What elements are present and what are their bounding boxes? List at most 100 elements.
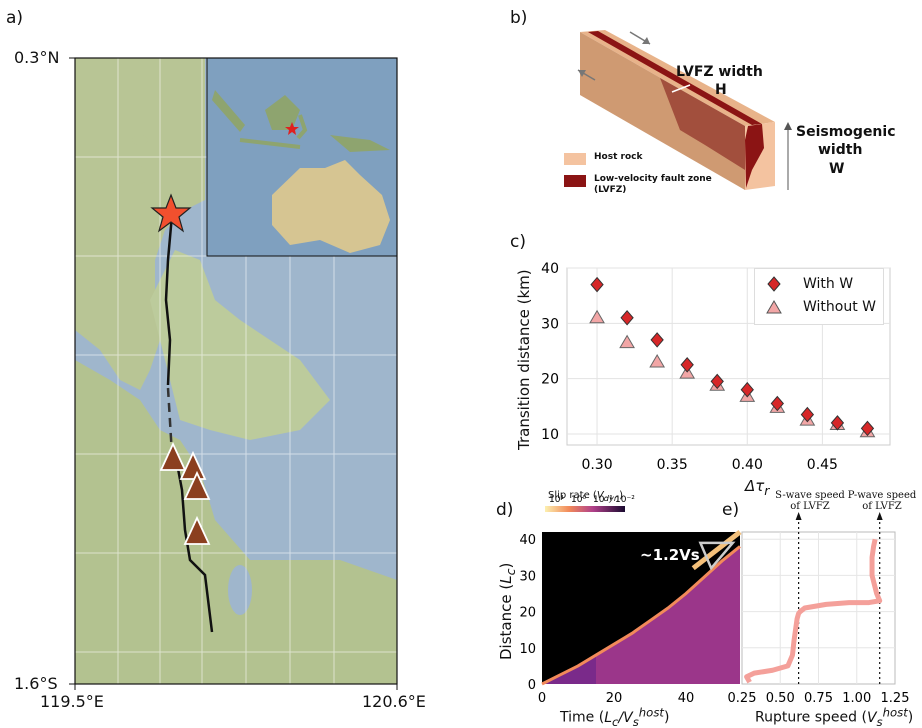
chart-c-xtick: 0.35 xyxy=(657,457,688,473)
chart-d-ytick: 10 xyxy=(519,642,536,657)
inset-sumatra xyxy=(212,90,245,132)
chart-d-ytick: 20 xyxy=(519,606,536,621)
lat-top-label: 0.3°N xyxy=(14,48,60,67)
chart-d-ylabel: Distance (Lc) xyxy=(497,562,518,660)
chart-e-xtick: 0.50 xyxy=(766,691,795,706)
island xyxy=(132,135,148,145)
chart-e-xtick: 1.00 xyxy=(842,691,871,706)
with-w-point xyxy=(650,332,664,348)
lat-bottom-label: 1.6°S xyxy=(14,674,58,693)
chart-d-xlabel: Time (Lc/Vshost) xyxy=(560,705,670,728)
fault-trace xyxy=(164,214,174,386)
without-w-point xyxy=(859,423,876,438)
arrow-up-icon xyxy=(795,512,802,520)
chart-d-ytick: 0 xyxy=(528,678,536,693)
land-east xyxy=(150,250,330,440)
colorbar-title: Slip rate (Vdyn) xyxy=(548,490,624,503)
lvfz-width-label: LVFZ width xyxy=(676,64,763,80)
block-front xyxy=(580,32,745,190)
seismogenic-label-1: Seismogenic xyxy=(796,124,896,140)
chart-c-ytick: 40 xyxy=(541,261,559,277)
legend-diamond-icon xyxy=(767,276,781,292)
with-w-point xyxy=(620,310,634,326)
without-w-point xyxy=(589,309,605,324)
with-w-point xyxy=(740,381,754,398)
inset-map xyxy=(206,57,398,257)
legend-swatch-lvfz xyxy=(564,175,586,187)
speed-annotation: ~1.2Vs xyxy=(640,546,700,564)
chart-e-xtick: 0.75 xyxy=(804,691,833,706)
s-wave-label: S-wave speed of LVFZ xyxy=(775,490,845,512)
width-arrow-icon xyxy=(671,84,691,93)
rupture-front xyxy=(541,545,741,686)
seismogenic-label-2: width xyxy=(818,142,863,158)
with-w-point xyxy=(800,406,815,423)
legend-host-label: Host rock xyxy=(594,152,643,162)
lon-left-label: 119.5°E xyxy=(40,692,104,711)
island xyxy=(94,163,150,187)
without-w-point xyxy=(769,399,786,413)
with-w-point xyxy=(710,373,724,390)
land-north xyxy=(75,58,205,390)
seismogenic-symbol: W xyxy=(829,161,845,177)
without-w-point xyxy=(619,334,635,349)
chart-e-xtick: 0.25 xyxy=(728,691,757,706)
without-w-point xyxy=(829,416,846,431)
colorbar xyxy=(545,506,625,512)
panel-label-e: e) xyxy=(722,500,740,520)
chart-c-xlabel: Δτr xyxy=(745,477,770,498)
station-triangle xyxy=(179,450,207,480)
lvfz-top xyxy=(588,31,762,125)
chart-c-ytick: 20 xyxy=(541,372,559,388)
panel-label-c: c) xyxy=(510,232,526,252)
land-south xyxy=(75,360,397,684)
slip-wedge xyxy=(542,546,740,684)
speed-triangle-icon xyxy=(698,541,736,571)
chart-c-xtick: 0.40 xyxy=(732,457,763,473)
chart-c-ylabel: Transition distance (km) xyxy=(515,269,533,450)
with-w-point xyxy=(770,395,784,412)
chart-c-xtick: 0.45 xyxy=(807,457,838,473)
legend-swatch-host xyxy=(564,153,586,165)
fault-schematic xyxy=(564,30,792,190)
rupture-speed-curve xyxy=(744,538,883,684)
inset-islands xyxy=(239,138,301,149)
with-w-point xyxy=(680,357,694,373)
arrow-up-icon xyxy=(876,512,883,520)
inset-epicenter-star xyxy=(285,122,299,135)
legend-lvfz-label-1: Low-velocity fault zone xyxy=(594,174,712,184)
chart-c-legend: With W Without W xyxy=(754,268,884,325)
slip-arrow-icon xyxy=(578,70,586,77)
legend-triangle-icon xyxy=(766,300,782,314)
chart-d-xtick: 40 xyxy=(678,691,695,706)
without-w-point xyxy=(679,365,696,379)
slip-arrow-icon xyxy=(642,37,650,44)
lvfz-width-symbol: H xyxy=(715,82,727,98)
chart-e-xlabel: Rupture speed (Vshost) xyxy=(755,705,914,728)
lvfz-side xyxy=(745,124,764,188)
without-w-point xyxy=(709,377,726,391)
with-w-point xyxy=(830,415,845,431)
slip-wedge-inner xyxy=(596,546,740,684)
map-panel xyxy=(69,57,398,690)
without-w-point xyxy=(799,412,816,426)
inset-borneo xyxy=(265,95,300,130)
chart-c-ytick: 10 xyxy=(541,427,559,443)
station-triangle xyxy=(159,441,187,471)
chart-c-xtick: 0.30 xyxy=(581,457,612,473)
panel-label-d: d) xyxy=(496,500,514,520)
station-triangle xyxy=(183,515,211,545)
epicenter-star xyxy=(150,193,192,233)
with-w-point xyxy=(860,420,875,437)
legend-lvfz-label-2: (LVFZ) xyxy=(594,185,627,195)
lake xyxy=(228,565,252,615)
front-branch xyxy=(691,530,742,571)
panel-label-b: b) xyxy=(510,8,528,28)
inset-newguinea xyxy=(330,135,390,152)
chart-e-xtick: 1.25 xyxy=(881,691,910,706)
chart-d-ytick: 40 xyxy=(519,533,536,548)
legend-label-with-w: With W xyxy=(803,276,854,292)
p-wave-label: P-wave speed of LVFZ xyxy=(847,490,917,512)
lon-right-label: 120.6°E xyxy=(362,692,426,711)
with-w-point xyxy=(590,276,604,293)
